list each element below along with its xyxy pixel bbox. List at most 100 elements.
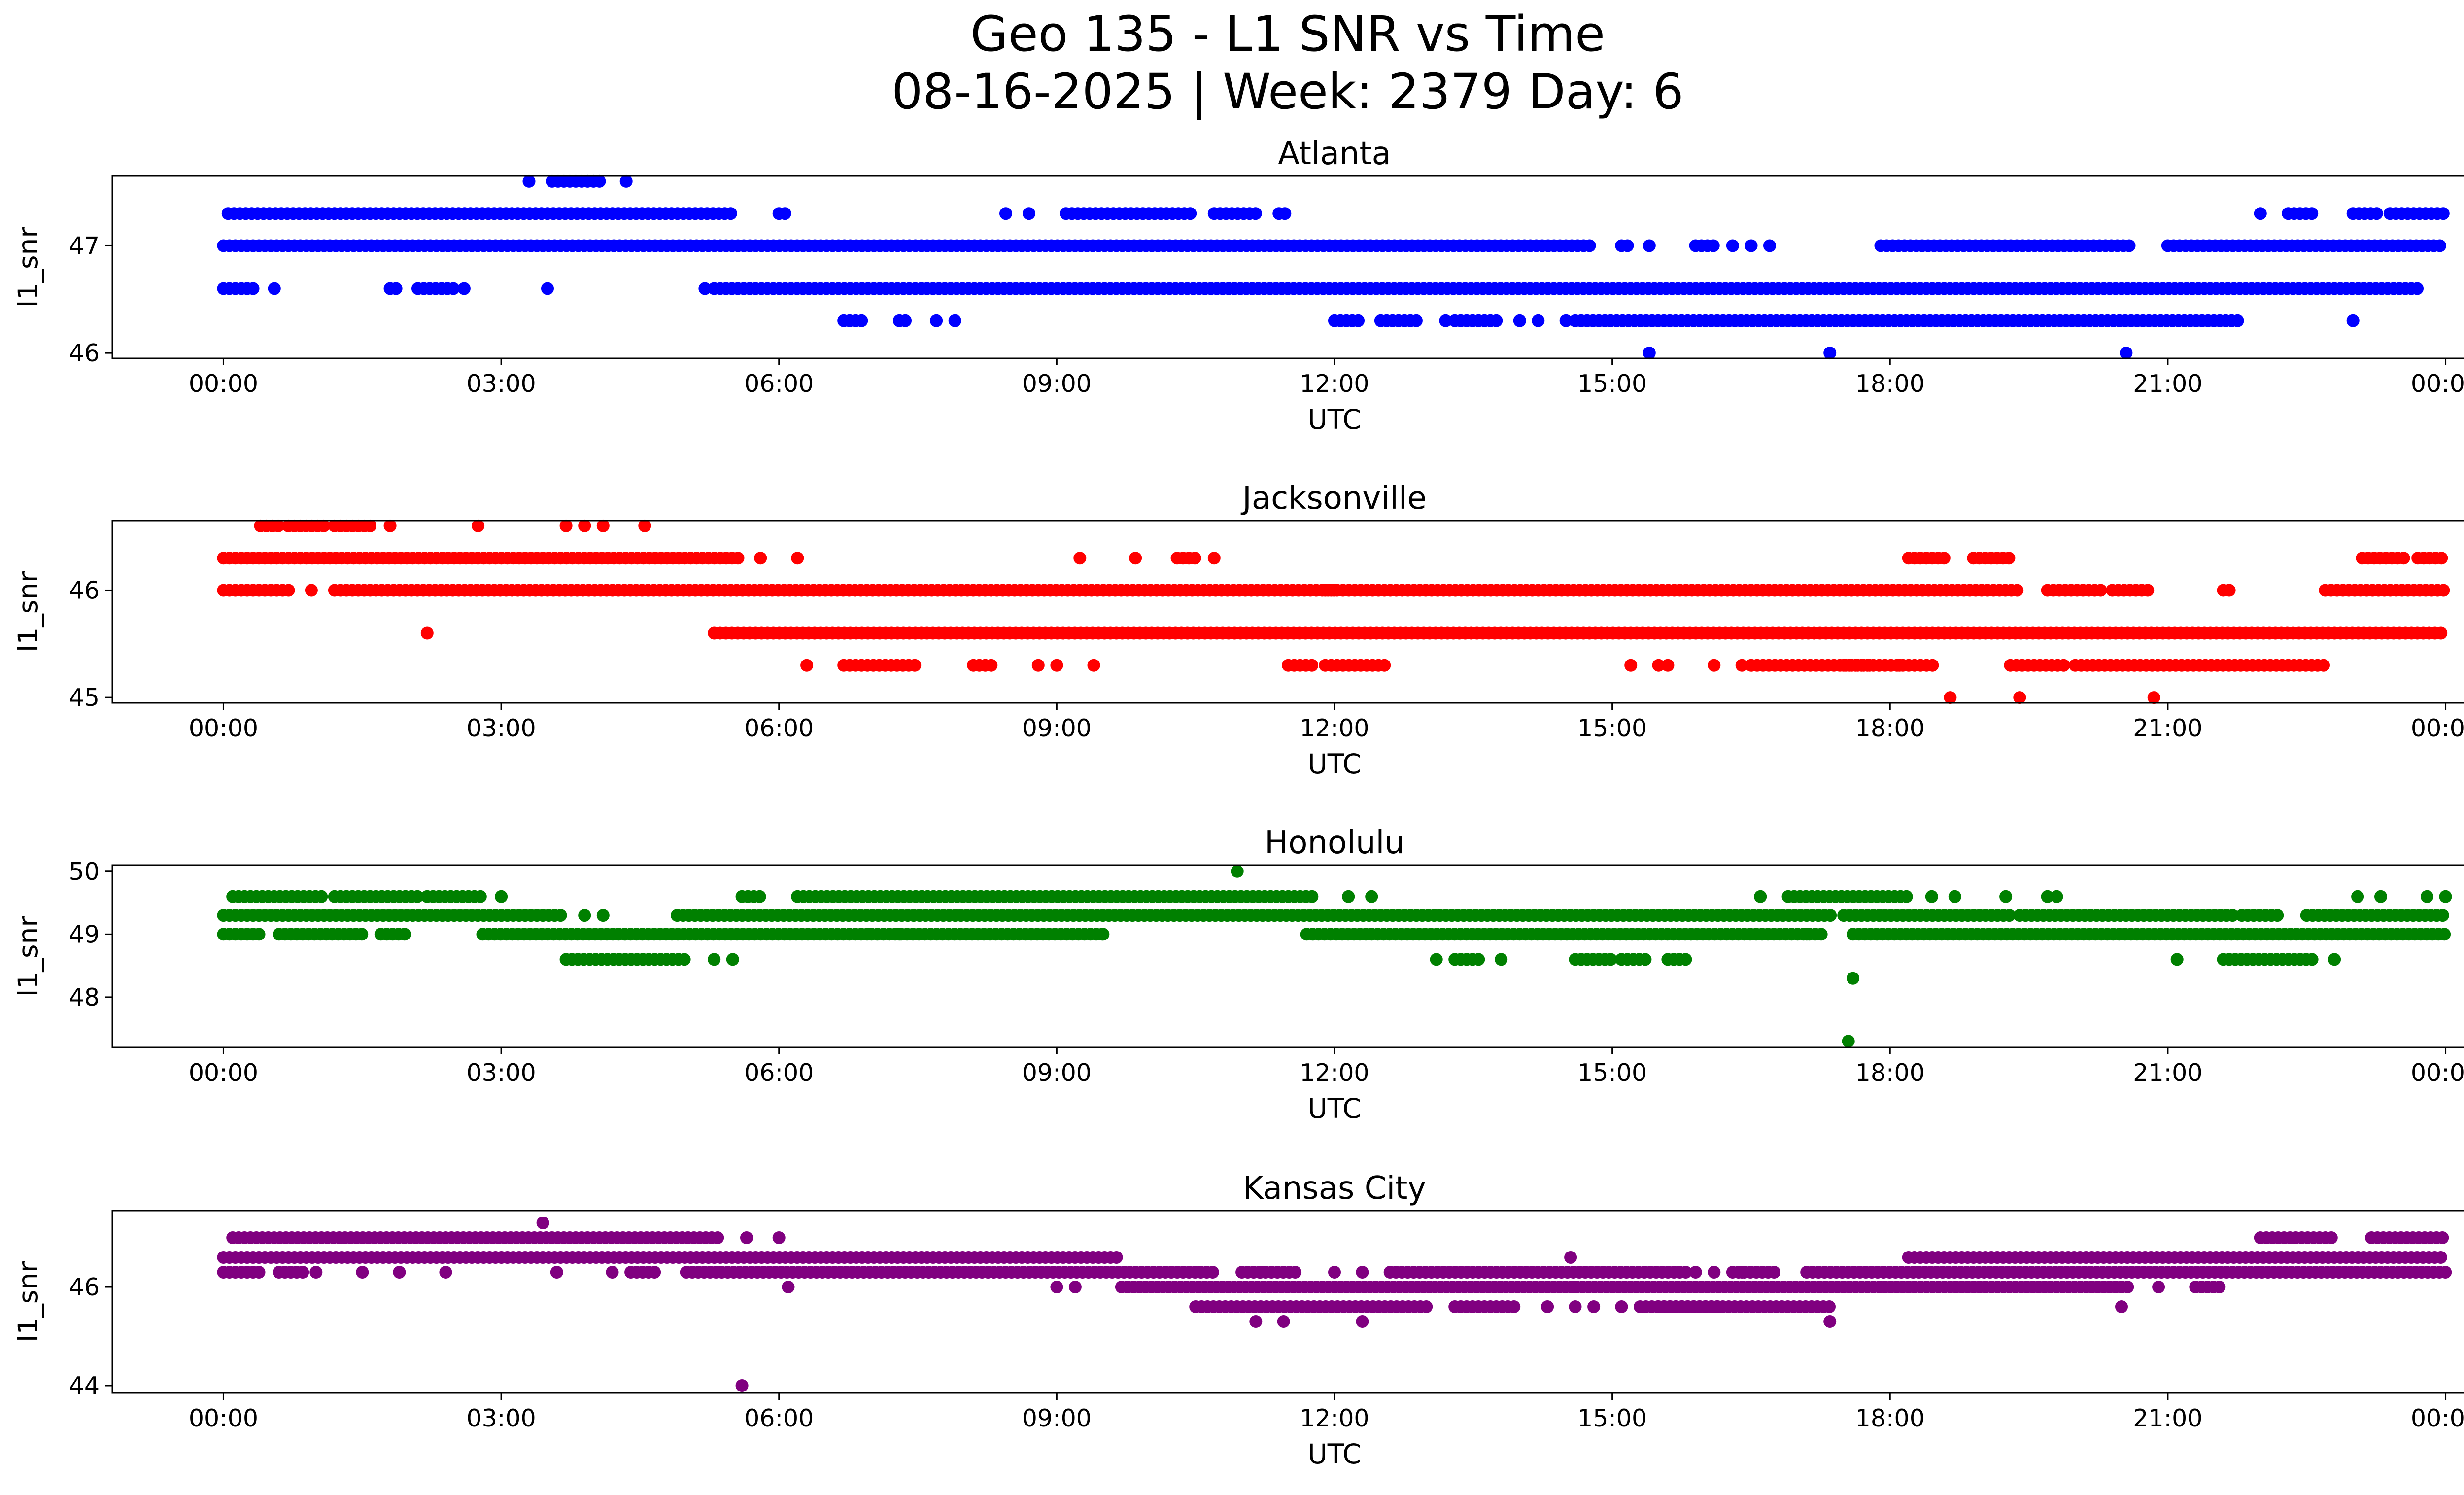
- x-tick-label: 12:00: [1300, 1404, 1369, 1432]
- data-point: [2170, 953, 2184, 966]
- data-point: [1708, 1266, 1721, 1279]
- data-point: [948, 314, 961, 327]
- data-point: [1420, 1300, 1433, 1313]
- data-point: [2271, 909, 2284, 922]
- data-point: [726, 953, 739, 966]
- data-point: [2213, 1281, 2226, 1293]
- data-point: [268, 282, 281, 295]
- data-point: [2328, 953, 2341, 966]
- data-point: [1472, 953, 1485, 966]
- series-46-3: [217, 552, 2448, 565]
- data-point: [2436, 207, 2450, 220]
- data-point: [1708, 659, 1721, 672]
- data-point: [1823, 1300, 1836, 1313]
- data-point: [1031, 659, 1045, 672]
- series-50-0: [1231, 865, 1244, 878]
- data-point: [2223, 584, 2236, 597]
- data-point: [1513, 314, 1526, 327]
- x-tick-label: 00:00: [2411, 1059, 2464, 1087]
- y-tick-label: 49: [69, 920, 100, 948]
- data-point: [1365, 890, 1378, 903]
- series-46-3: [217, 1266, 2452, 1279]
- data-point: [2305, 207, 2319, 220]
- x-tick-label: 03:00: [466, 1059, 536, 1087]
- data-point: [2141, 584, 2155, 597]
- data-point: [2325, 1231, 2338, 1244]
- data-point: [495, 890, 508, 903]
- y-tick-label: 44: [69, 1372, 100, 1400]
- data-point: [1277, 1315, 1290, 1328]
- x-tick-label: 00:00: [189, 1059, 258, 1087]
- series-46-0: [1643, 347, 2133, 360]
- data-point: [1110, 1251, 1123, 1264]
- data-point: [1305, 659, 1319, 672]
- data-point: [1356, 1266, 1369, 1279]
- subplot-title: Honolulu: [1265, 825, 1404, 861]
- data-point: [1541, 1300, 1554, 1313]
- data-point: [678, 953, 691, 966]
- y-tick-label: 47: [69, 232, 100, 260]
- x-axis-label: UTC: [1307, 404, 1361, 435]
- data-point: [389, 282, 403, 295]
- data-point: [2120, 347, 2133, 360]
- data-point: [1937, 552, 1951, 565]
- data-point: [2152, 1281, 2165, 1293]
- data-point: [1430, 953, 1443, 966]
- data-point: [791, 552, 804, 565]
- series-47-6: [522, 174, 633, 188]
- x-tick-label: 18:00: [1855, 1059, 1925, 1087]
- data-point: [1652, 659, 1665, 672]
- data-point: [2374, 890, 2387, 903]
- data-point: [1847, 972, 1860, 985]
- data-point: [2435, 552, 2448, 565]
- x-tick-label: 15:00: [1577, 1404, 1647, 1432]
- data-point: [1278, 207, 1292, 220]
- x-tick-label: 15:00: [1577, 370, 1647, 398]
- data-point: [2436, 909, 2449, 922]
- series-47-3: [221, 207, 2450, 220]
- x-tick-label: 21:00: [2133, 1059, 2202, 1087]
- data-point: [1999, 890, 2013, 903]
- series-47-0: [217, 239, 2446, 252]
- x-tick-label: 09:00: [1022, 714, 1092, 742]
- data-point: [2013, 691, 2026, 704]
- data-point: [1023, 207, 1035, 220]
- data-point: [554, 909, 567, 922]
- data-point: [899, 314, 912, 327]
- subplot-title: Jacksonville: [1240, 480, 1427, 517]
- data-point: [1495, 953, 1508, 966]
- data-point: [541, 282, 554, 295]
- data-point: [908, 659, 922, 672]
- data-point: [2115, 1300, 2128, 1313]
- x-tick-label: 21:00: [2133, 370, 2202, 398]
- data-point: [1735, 659, 1748, 672]
- data-point: [356, 1266, 369, 1279]
- data-point: [2421, 890, 2433, 903]
- x-tick-label: 18:00: [1855, 1404, 1925, 1432]
- data-point: [2041, 890, 2054, 903]
- x-tick-label: 12:00: [1300, 1059, 1369, 1087]
- series-49-0: [217, 928, 2451, 941]
- scatter-points: [217, 174, 2450, 360]
- x-tick-label: 00:00: [189, 1404, 258, 1432]
- data-point: [1305, 890, 1319, 903]
- data-point: [1188, 552, 1201, 565]
- data-point: [1926, 659, 1939, 672]
- data-point: [1735, 1266, 1748, 1279]
- data-point: [1587, 1300, 1601, 1313]
- y-tick-label: 45: [69, 684, 100, 712]
- data-point: [2011, 584, 2024, 597]
- data-point: [472, 519, 485, 532]
- x-tick-label: 21:00: [2133, 1404, 2202, 1432]
- data-point: [2122, 239, 2136, 252]
- data-point: [1073, 552, 1087, 565]
- x-tick-label: 21:00: [2133, 714, 2202, 742]
- data-point: [272, 519, 285, 532]
- data-point: [930, 314, 943, 327]
- data-point: [724, 207, 737, 220]
- data-point: [317, 519, 330, 532]
- data-point: [1087, 659, 1100, 672]
- data-point: [1893, 659, 1906, 672]
- x-tick-label: 00:00: [2411, 714, 2464, 742]
- data-point: [1207, 552, 1221, 565]
